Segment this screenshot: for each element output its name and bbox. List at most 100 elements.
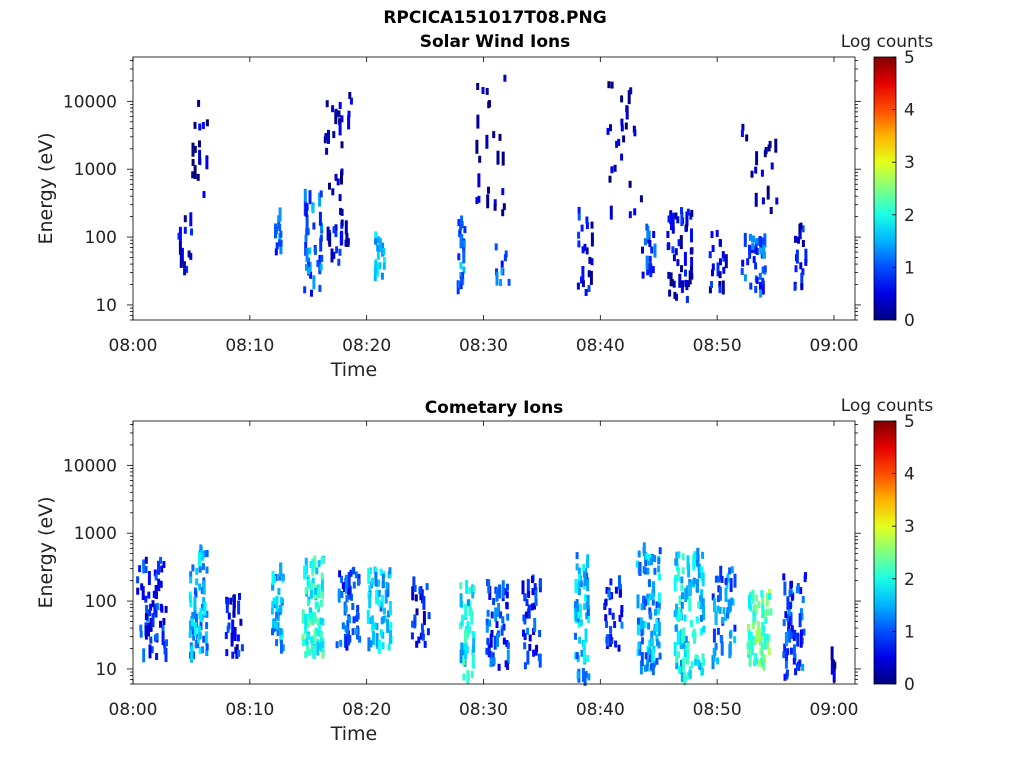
panel2-data-cell bbox=[692, 563, 696, 571]
panel1-data-cell bbox=[347, 110, 351, 118]
panel2-data-cell bbox=[188, 595, 192, 603]
panel1-data-cell bbox=[751, 235, 754, 243]
panel2-data-cell bbox=[354, 571, 358, 579]
panel2-data-cell bbox=[148, 609, 152, 617]
panel2-data-cell bbox=[240, 644, 244, 652]
panel1-data-cell bbox=[688, 270, 692, 285]
panel2-data-cell bbox=[701, 551, 705, 559]
panel2-data-cell bbox=[200, 587, 204, 594]
panel2-data-cell bbox=[232, 603, 236, 618]
panel2-data-cell bbox=[383, 607, 386, 615]
panel2-data-cell bbox=[576, 671, 580, 679]
panel2-data-cell bbox=[640, 629, 644, 637]
panel2-data-cell bbox=[651, 661, 655, 676]
panel1-data-cell bbox=[304, 202, 308, 217]
panel2-data-cell bbox=[761, 595, 765, 610]
panel2-data-cell bbox=[466, 599, 470, 607]
panel2-data-cell bbox=[506, 649, 510, 664]
panel2-data-cell bbox=[279, 596, 283, 604]
panel2-data-cell bbox=[486, 637, 490, 645]
panel1-data-cell bbox=[191, 142, 195, 157]
panel2-data-cell bbox=[696, 578, 699, 593]
panel1-data-cell bbox=[457, 219, 461, 227]
panel2-data-cell bbox=[370, 615, 374, 623]
panel2-data-cell bbox=[411, 620, 415, 628]
panel1-data-cell bbox=[721, 251, 725, 259]
panel1-data-cell bbox=[460, 215, 464, 223]
panel2-data-cell bbox=[647, 622, 651, 630]
panel1-data-cell bbox=[320, 254, 324, 262]
panel2-data-cell bbox=[618, 614, 622, 622]
panel2-data-cell bbox=[205, 643, 209, 651]
panel1-data-cell bbox=[800, 283, 804, 291]
panel2-data-cell bbox=[195, 567, 199, 575]
panel2-data-cell bbox=[801, 596, 805, 603]
panel1-data-cell bbox=[492, 131, 496, 139]
panel2-data-cell bbox=[375, 623, 379, 630]
panel1-data-cell bbox=[312, 275, 316, 290]
panel1-data-cell bbox=[750, 170, 754, 178]
panel2-data-cell bbox=[701, 598, 705, 613]
panel1-data-cell bbox=[681, 280, 685, 288]
panel2-data-cell bbox=[276, 614, 280, 621]
panel2-data-cell bbox=[357, 573, 361, 581]
panel1-data-cell bbox=[307, 267, 311, 275]
panel2-data-cell bbox=[375, 590, 379, 605]
panel1-data-cell bbox=[585, 247, 589, 255]
panel2-data-cell bbox=[713, 598, 716, 612]
panel2-data-cell bbox=[733, 636, 737, 644]
panel1-x-tick-label: 08:10 bbox=[225, 336, 274, 356]
panel1-data-cell bbox=[609, 205, 613, 220]
panel2-data-cell bbox=[799, 629, 803, 637]
panel2-data-cell bbox=[610, 637, 614, 644]
panel2-data-cell bbox=[415, 608, 419, 616]
panel2-data-cell bbox=[152, 590, 156, 598]
panel2-colorbar-tick-label: 3 bbox=[904, 517, 915, 537]
panel2-data-cell bbox=[613, 621, 617, 628]
panel2-data-cell bbox=[699, 566, 703, 574]
panel1-data-cell bbox=[316, 259, 320, 267]
panel2-data-cell bbox=[349, 569, 353, 577]
panel2-data-cell bbox=[783, 673, 787, 681]
panel1-data-cell bbox=[761, 280, 765, 295]
panel2-data-cell bbox=[657, 641, 661, 649]
panel2-data-cell bbox=[275, 622, 279, 630]
panel1-data-cell bbox=[305, 248, 309, 262]
panel2-data-cell bbox=[371, 624, 375, 632]
panel2-data-cell bbox=[647, 647, 651, 655]
panel2-data-cell bbox=[792, 633, 796, 641]
panel2-data-cell bbox=[782, 573, 786, 581]
panel2-x-tick-label: 08:30 bbox=[459, 700, 508, 720]
panel2-data-cell bbox=[725, 581, 729, 589]
panel1-data-cell bbox=[794, 265, 798, 273]
panel2-data-cell bbox=[198, 632, 202, 640]
panel2-data-cell bbox=[278, 605, 282, 612]
panel2-data-cell bbox=[308, 648, 312, 656]
panel2-data-cell bbox=[675, 564, 679, 572]
panel2-data-cell bbox=[306, 578, 310, 586]
panel2-data-cell bbox=[489, 653, 493, 668]
panel2-data-cell bbox=[459, 649, 463, 664]
panel2-data-cell bbox=[793, 629, 797, 637]
panel1-data-cell bbox=[628, 211, 632, 219]
panel1-data-cell bbox=[672, 254, 676, 262]
panel1-data-cell bbox=[676, 216, 680, 224]
panel1-data-cell bbox=[801, 225, 805, 233]
panel2-data-cell bbox=[651, 648, 655, 663]
panel2-data-cell bbox=[144, 566, 148, 573]
panel2-data-cell bbox=[760, 649, 764, 657]
panel2-data-cell bbox=[472, 585, 476, 593]
panel1-data-cell bbox=[669, 272, 673, 280]
panel2-data-cell bbox=[803, 575, 807, 583]
panel2-data-cell bbox=[697, 660, 701, 667]
panel1-data-cell bbox=[581, 280, 585, 288]
panel1-data-cell bbox=[795, 249, 799, 264]
panel1-data-cell bbox=[743, 274, 747, 282]
panel1-data-cell bbox=[193, 121, 197, 129]
panel2-data-cell bbox=[586, 655, 590, 662]
panel1-data-cell bbox=[338, 121, 342, 136]
panel1-data-cell bbox=[477, 195, 481, 203]
panel2-data-cell bbox=[490, 629, 494, 637]
panel1-data-cell bbox=[684, 269, 687, 277]
panel1-data-cell bbox=[318, 211, 322, 226]
